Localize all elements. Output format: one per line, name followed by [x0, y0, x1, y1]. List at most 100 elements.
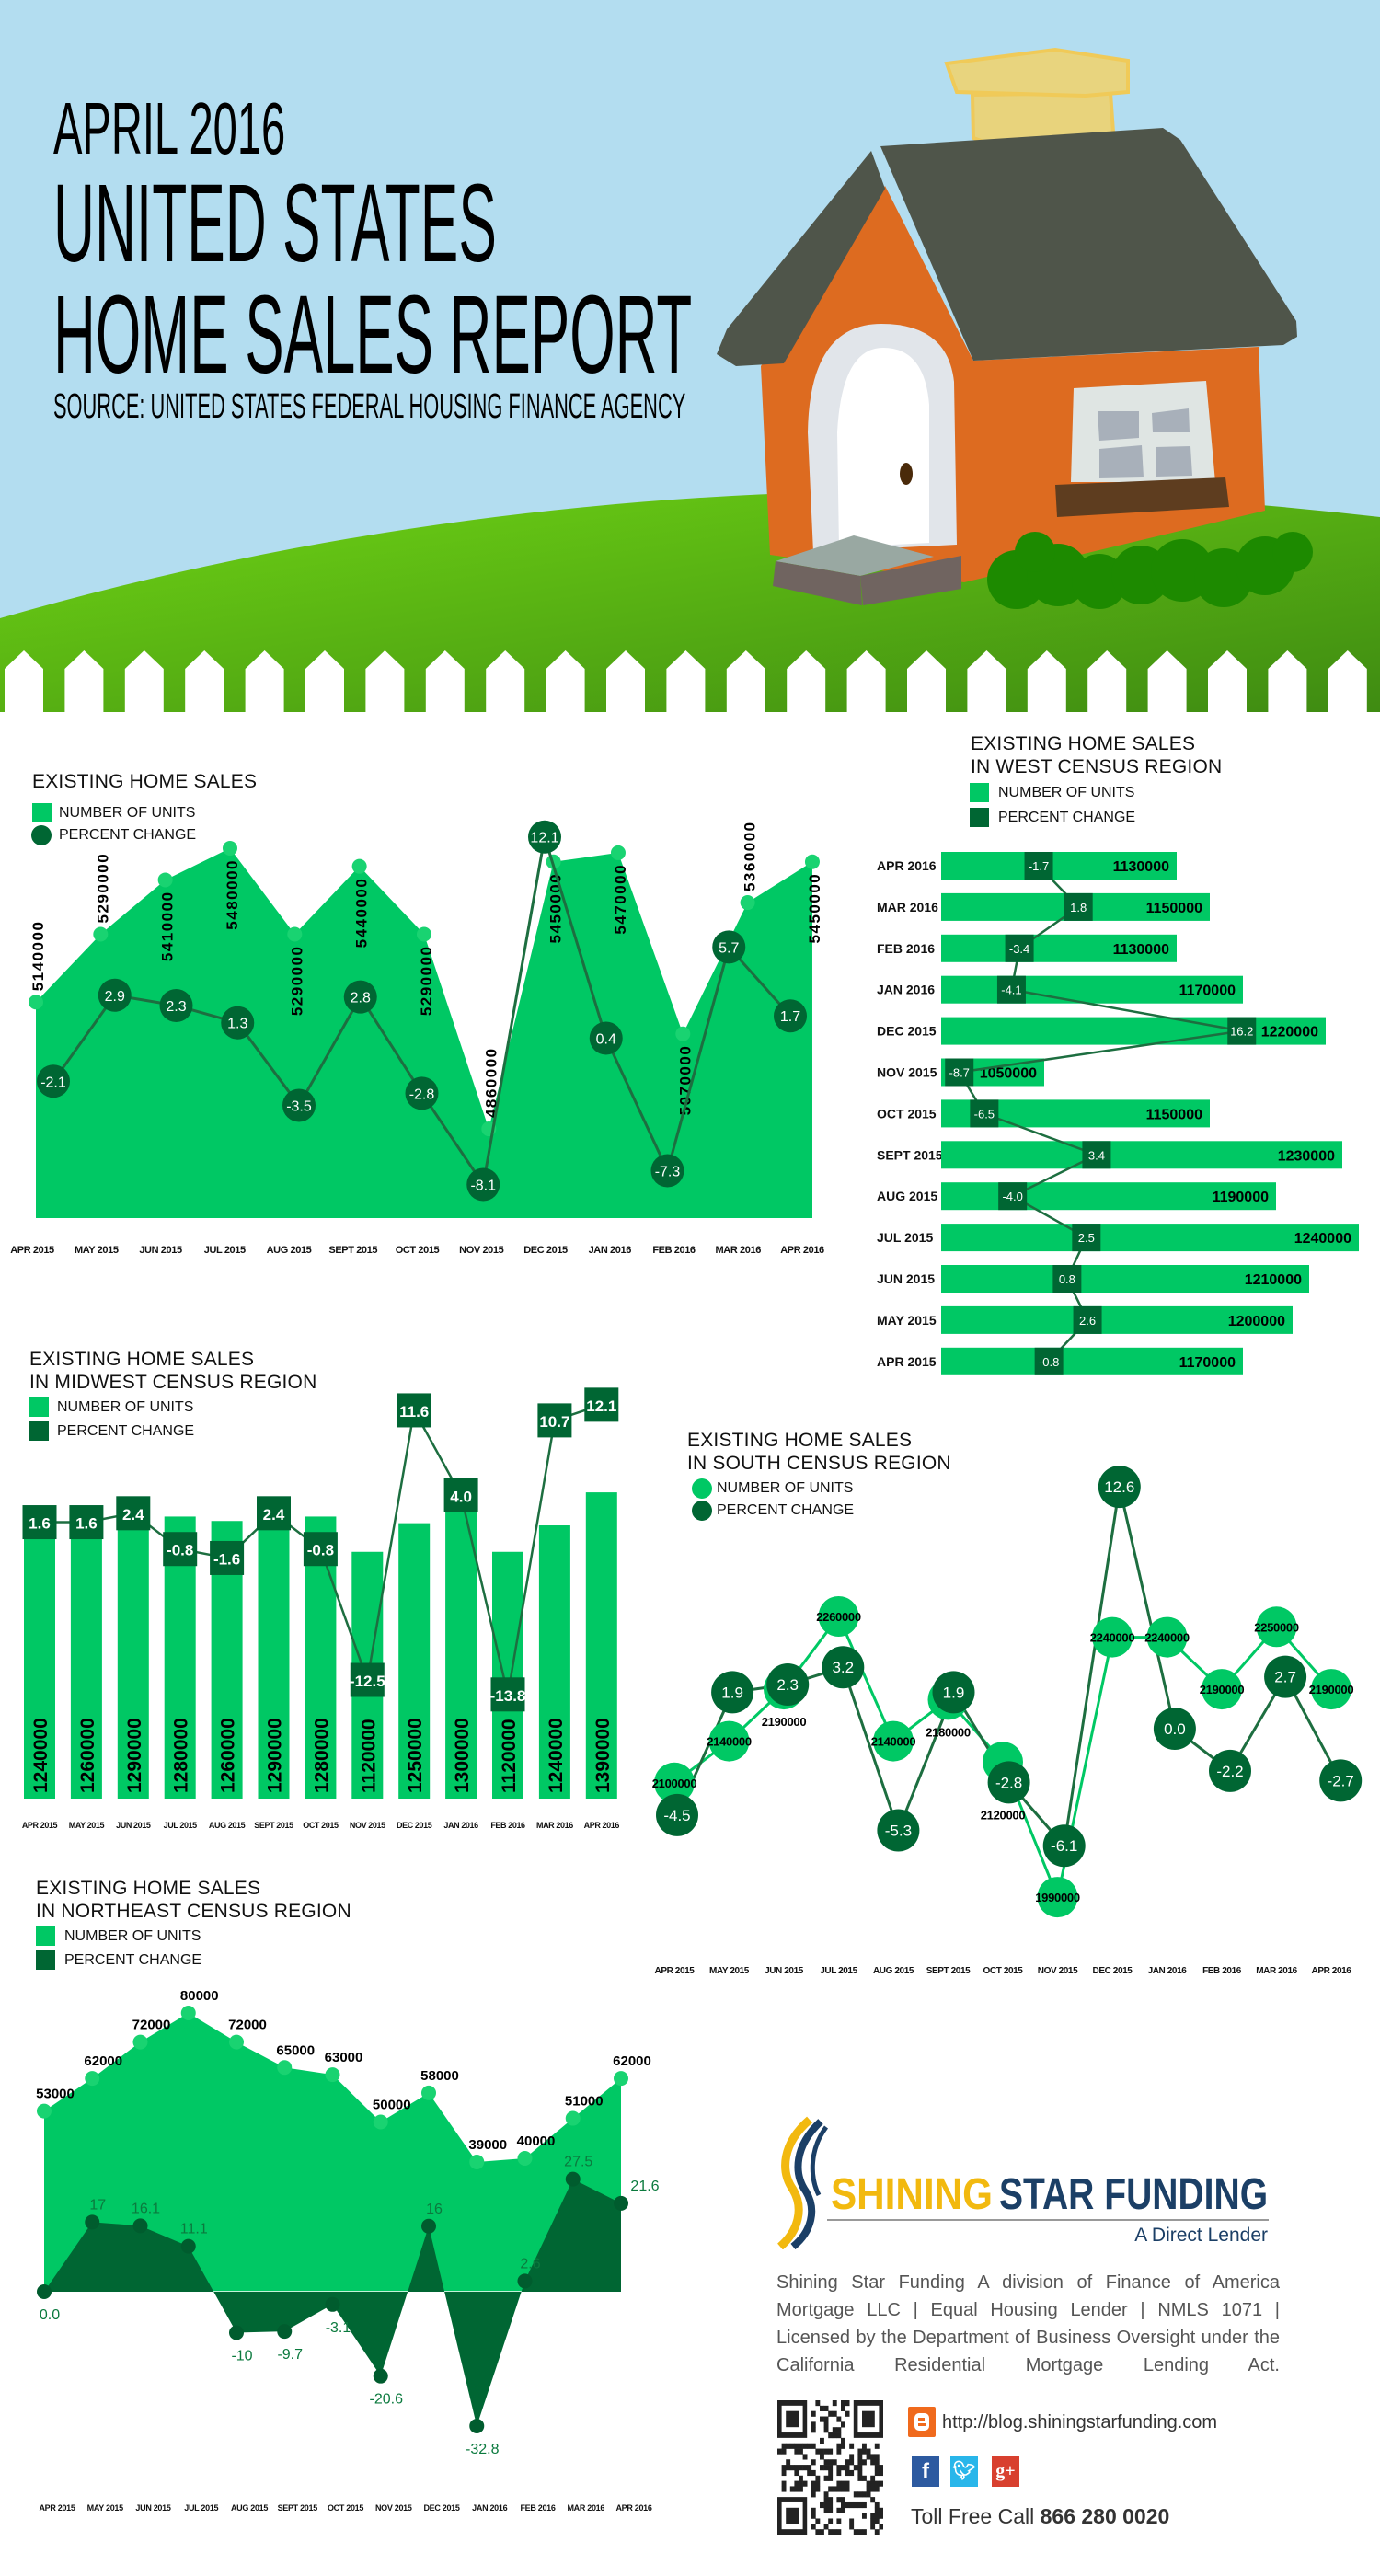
units-point: [1092, 1616, 1133, 1658]
month-label: NOV 2015: [375, 2503, 412, 2513]
units-point: [1146, 1616, 1188, 1658]
pct-label: 1.6: [29, 1515, 51, 1533]
qr-module: [799, 2480, 803, 2487]
fence-base: [0, 712, 1380, 718]
qr-module: [853, 2491, 858, 2498]
pct-point: [469, 2418, 485, 2433]
qr-module: [866, 2454, 871, 2460]
pct-label: 2.4: [263, 1506, 285, 1524]
units-bar: [445, 1512, 477, 1799]
qr-module: [815, 2448, 821, 2455]
qr-module: [811, 2524, 816, 2530]
qr-code-icon[interactable]: [777, 2400, 883, 2535]
units-area: [36, 848, 812, 1218]
qr-module: [845, 2480, 850, 2487]
units-point: [229, 2034, 244, 2050]
pct-label: -3.1: [326, 2320, 351, 2336]
twitter-icon[interactable]: 🐦︎: [950, 2456, 978, 2487]
pct-label: -8.7: [949, 1066, 970, 1080]
pct-point: [589, 1021, 623, 1055]
fence-picket: [846, 650, 886, 718]
qr-module: [828, 2469, 834, 2477]
pct-box: [970, 1099, 999, 1128]
month-label: APR 2016: [1312, 1966, 1352, 1976]
units-bar: [258, 1514, 290, 1799]
qr-module: [811, 2427, 816, 2433]
pct-point: [528, 820, 561, 854]
units-point: [1256, 1606, 1297, 1648]
pct-point: [405, 1076, 439, 1110]
pct-label: -3.5: [286, 1098, 312, 1114]
qr-module: [836, 2497, 842, 2503]
qr-module: [874, 2501, 880, 2509]
qr-module: [811, 2421, 816, 2428]
units-bar: [492, 1551, 523, 1799]
qr-module: [828, 2459, 834, 2466]
pct-point: [159, 988, 193, 1022]
pct-label: 21.6: [630, 2179, 659, 2194]
qr-module: [874, 2518, 880, 2524]
qr-module: [841, 2501, 845, 2509]
logo-divider: [827, 2219, 1269, 2221]
month-label: OCT 2015: [396, 1245, 440, 1256]
facebook-icon[interactable]: f: [912, 2456, 939, 2487]
fence-picket: [907, 650, 946, 718]
legend-pct-label: PERCENT CHANGE: [64, 1952, 202, 1968]
month-label: MAY 2015: [69, 1821, 105, 1830]
pct-point: [229, 2325, 244, 2340]
pct-point: [343, 980, 377, 1014]
units-label: 1240000: [546, 1718, 567, 1793]
qr-module: [794, 2448, 799, 2455]
month-label: MAR 2016: [716, 1245, 762, 1256]
pct-label: 2.3: [776, 1676, 799, 1694]
toll-free-number[interactable]: 866 280 0020: [1040, 2504, 1170, 2528]
qr-module: [836, 2480, 842, 2487]
qr-module: [879, 2524, 883, 2530]
units-label: 62000: [84, 2053, 122, 2069]
qr-module: [794, 2443, 799, 2449]
qr-module: [823, 2491, 829, 2498]
pct-box: [116, 1496, 151, 1531]
qr-module: [870, 2454, 876, 2460]
pct-point: [774, 999, 807, 1033]
qr-module: [857, 2501, 863, 2509]
month-label: JAN 2016: [589, 1245, 632, 1256]
qr-module: [841, 2405, 845, 2411]
pct-point: [650, 1154, 684, 1188]
pct-box: [163, 1532, 198, 1567]
qr-module: [811, 2459, 816, 2466]
pct-box: [537, 1403, 572, 1438]
qr-module: [836, 2507, 842, 2513]
units-point: [1037, 1877, 1078, 1918]
toll-free-label: Toll Free Call: [911, 2504, 1035, 2528]
units-label: 50000: [373, 2098, 411, 2113]
google-plus-icon[interactable]: g+: [992, 2456, 1019, 2487]
qr-module: [815, 2518, 821, 2524]
month-label: MAY 2015: [877, 1313, 937, 1328]
pct-point: [132, 2218, 148, 2234]
month-label: APR 2015: [22, 1821, 58, 1830]
picket-fence: [0, 650, 1380, 718]
units-label: 1120000: [358, 1719, 379, 1793]
qr-module: [811, 2443, 816, 2449]
pct-point: [98, 978, 132, 1012]
qr-module: [857, 2465, 863, 2471]
units-label: 1190000: [1213, 1190, 1270, 1205]
fence-picket: [1147, 650, 1187, 718]
month-label: FEB 2016: [1202, 1966, 1242, 1976]
fence-picket: [185, 650, 224, 718]
month-label: JUL 2015: [164, 1821, 198, 1830]
qr-module: [862, 2459, 867, 2466]
qr-module: [823, 2416, 829, 2422]
blog-link[interactable]: http://blog.shiningstarfunding.com: [942, 2412, 1218, 2432]
units-bar: [585, 1492, 617, 1799]
pct-box: [1227, 1017, 1257, 1045]
pct-label: 16: [426, 2202, 443, 2217]
pct-label: 12.1: [586, 1397, 616, 1415]
blogger-icon[interactable]: [908, 2407, 936, 2437]
legend-units-swatch: [29, 1397, 49, 1417]
pct-point: [373, 2368, 388, 2384]
pct-box: [1052, 1265, 1082, 1293]
units-label: 5140000: [29, 921, 47, 992]
units-point: [565, 2110, 581, 2126]
